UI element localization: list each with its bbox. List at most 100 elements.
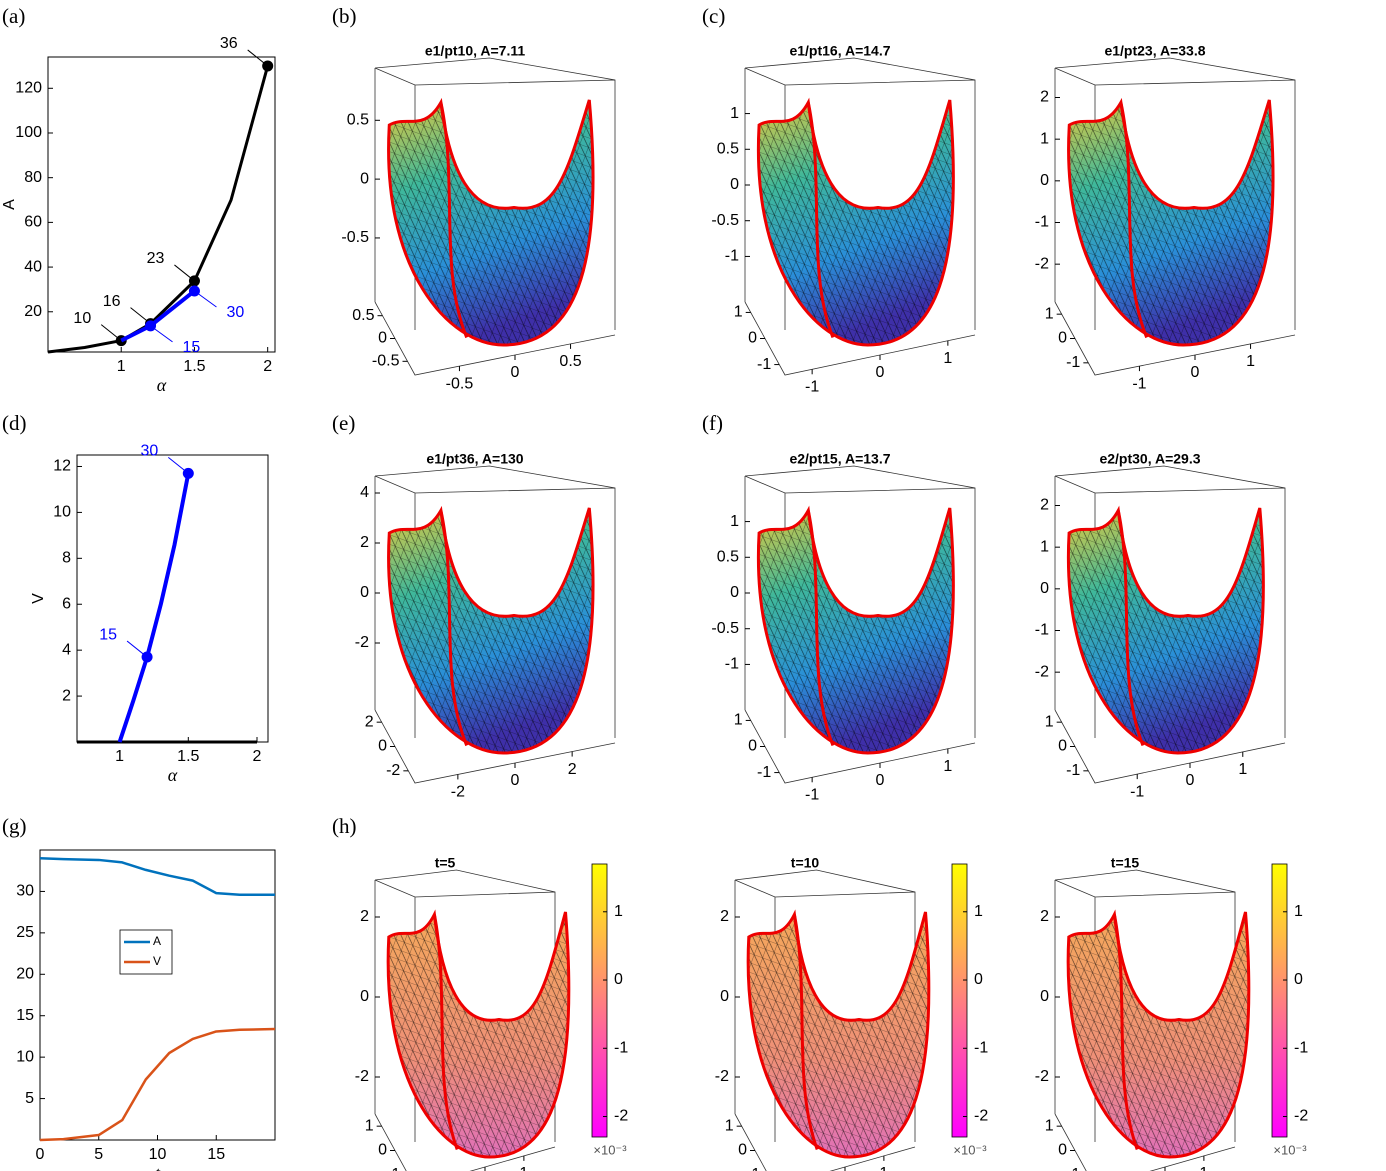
z-tick-label: 1 — [730, 513, 739, 530]
x-tick-label: 1 — [1246, 353, 1255, 370]
y-tick-label: 12 — [53, 458, 71, 475]
x-tick-label: 1 — [1238, 761, 1247, 778]
annotation-arrow — [130, 307, 151, 325]
z-tick-label: -1 — [1035, 622, 1049, 639]
y-tick-label: -1 — [746, 1166, 760, 1171]
surface-mesh — [756, 505, 955, 755]
y-tick-label: 1 — [1045, 305, 1054, 322]
x-tick-label: 1 — [1199, 1165, 1208, 1171]
y-tick-label: -1 — [757, 356, 771, 373]
surface-fold — [439, 102, 469, 339]
surface-title: e1/pt36, A=130 — [426, 451, 523, 467]
surface-title: t=10 — [791, 855, 820, 871]
z-tick-label: 1 — [1040, 538, 1049, 555]
y-tick-label: 1 — [365, 1117, 374, 1134]
panel-label: (b) — [332, 4, 357, 28]
y-tick-label: 0 — [1058, 738, 1067, 755]
x-tick-label: 5 — [94, 1146, 103, 1163]
y-tick-label: -1 — [1066, 1166, 1080, 1171]
x-tick-label: -1 — [805, 379, 819, 396]
z-tick-label: 2 — [360, 908, 369, 925]
colorbar-tick-label: 0 — [974, 971, 983, 988]
surface-title: t=15 — [1111, 855, 1140, 871]
z-tick-label: -2 — [1035, 1068, 1049, 1085]
y-tick-label: 10 — [16, 1048, 34, 1065]
y-tick-label: 1 — [725, 1117, 734, 1134]
surface-title: e1/pt16, A=14.7 — [789, 43, 890, 59]
x-axis-label: α — [168, 765, 178, 785]
x-tick-label: 0 — [511, 364, 520, 381]
x-tick-label: 0 — [876, 364, 885, 381]
panel-label: (e) — [332, 411, 355, 435]
x-tick-label: -1 — [1132, 375, 1146, 392]
y-tick-label: 1 — [1045, 1117, 1054, 1134]
point-label: 30 — [226, 304, 244, 321]
x-tick-label: 1 — [519, 1165, 528, 1171]
y-tick-label: 10 — [53, 504, 71, 521]
y-tick-label: 60 — [24, 214, 42, 231]
panel-label: (f) — [702, 411, 723, 435]
legend-label: A — [153, 934, 161, 948]
annotation-arrow — [126, 640, 148, 658]
surface-fold — [439, 510, 469, 747]
surface-mesh — [756, 97, 955, 347]
colorbar-tick-label: 1 — [1294, 903, 1303, 920]
annotation-arrow — [150, 325, 173, 343]
x-tick-label: 0 — [876, 772, 885, 789]
x-tick-label: -0.5 — [446, 375, 474, 392]
panel-label: (g) — [2, 814, 27, 838]
colorbar — [951, 863, 968, 1138]
point-marker — [145, 320, 157, 332]
surface-mesh — [387, 97, 595, 347]
x-tick-label: 0 — [1186, 772, 1195, 789]
surface-mesh — [1067, 97, 1275, 347]
y-tick-label: 0.5 — [352, 307, 374, 324]
surface-fold — [1112, 914, 1139, 1151]
y-tick-label: -1 — [757, 764, 771, 781]
axes-box — [1054, 57, 1296, 376]
surface-title: e1/pt23, A=33.8 — [1104, 43, 1205, 59]
x-tick-label: 2 — [568, 761, 577, 778]
z-tick-label: 2 — [1040, 908, 1049, 925]
panel-label: (d) — [2, 411, 27, 435]
colorbar-tick-label: 0 — [614, 971, 623, 988]
x-tick-label: -1 — [1130, 783, 1144, 800]
z-tick-label: 2 — [720, 908, 729, 925]
y-axis-label: A — [1, 199, 18, 210]
plot-frame — [76, 454, 269, 743]
annotation-arrow — [194, 290, 217, 308]
z-tick-label: 1 — [730, 105, 739, 122]
y-tick-label: 1 — [1045, 713, 1054, 730]
colorbar-exponent: ×10⁻³ — [953, 1142, 987, 1157]
colorbar-tick-label: -2 — [1294, 1108, 1308, 1125]
y-tick-label: 0 — [378, 1142, 387, 1159]
series-line — [117, 472, 191, 743]
z-tick-label: 0 — [360, 988, 369, 1005]
y-tick-label: 20 — [24, 303, 42, 320]
colorbar — [591, 863, 608, 1138]
x-tick-label: 2 — [253, 748, 262, 765]
z-tick-label: -0.5 — [711, 212, 739, 229]
x-tick-label: 1 — [943, 758, 952, 775]
z-tick-label: 0 — [730, 584, 739, 601]
x-tick-label: 0 — [36, 1146, 45, 1163]
y-tick-label: 20 — [16, 966, 34, 983]
x-tick-label: 1.5 — [177, 748, 199, 765]
z-tick-label: 1 — [1040, 130, 1049, 147]
z-tick-label: 0 — [360, 170, 369, 187]
legend-box — [119, 929, 173, 975]
surface-title: t=5 — [435, 855, 456, 871]
point-label: 10 — [73, 310, 91, 327]
z-tick-label: 0 — [720, 988, 729, 1005]
x-tick-label: 10 — [149, 1146, 167, 1163]
surface-title: e2/pt15, A=13.7 — [789, 451, 890, 467]
point-label: 16 — [103, 293, 121, 310]
y-axis-label: V — [30, 593, 47, 604]
x-tick-label: 1 — [115, 748, 124, 765]
y-tick-label: 0 — [738, 1142, 747, 1159]
surface-mesh — [387, 505, 595, 755]
surface-title: e1/pt10, A=7.11 — [425, 43, 525, 59]
z-tick-label: -1 — [725, 656, 739, 673]
y-tick-label: 8 — [62, 550, 71, 567]
y-tick-label: 0 — [378, 738, 387, 755]
